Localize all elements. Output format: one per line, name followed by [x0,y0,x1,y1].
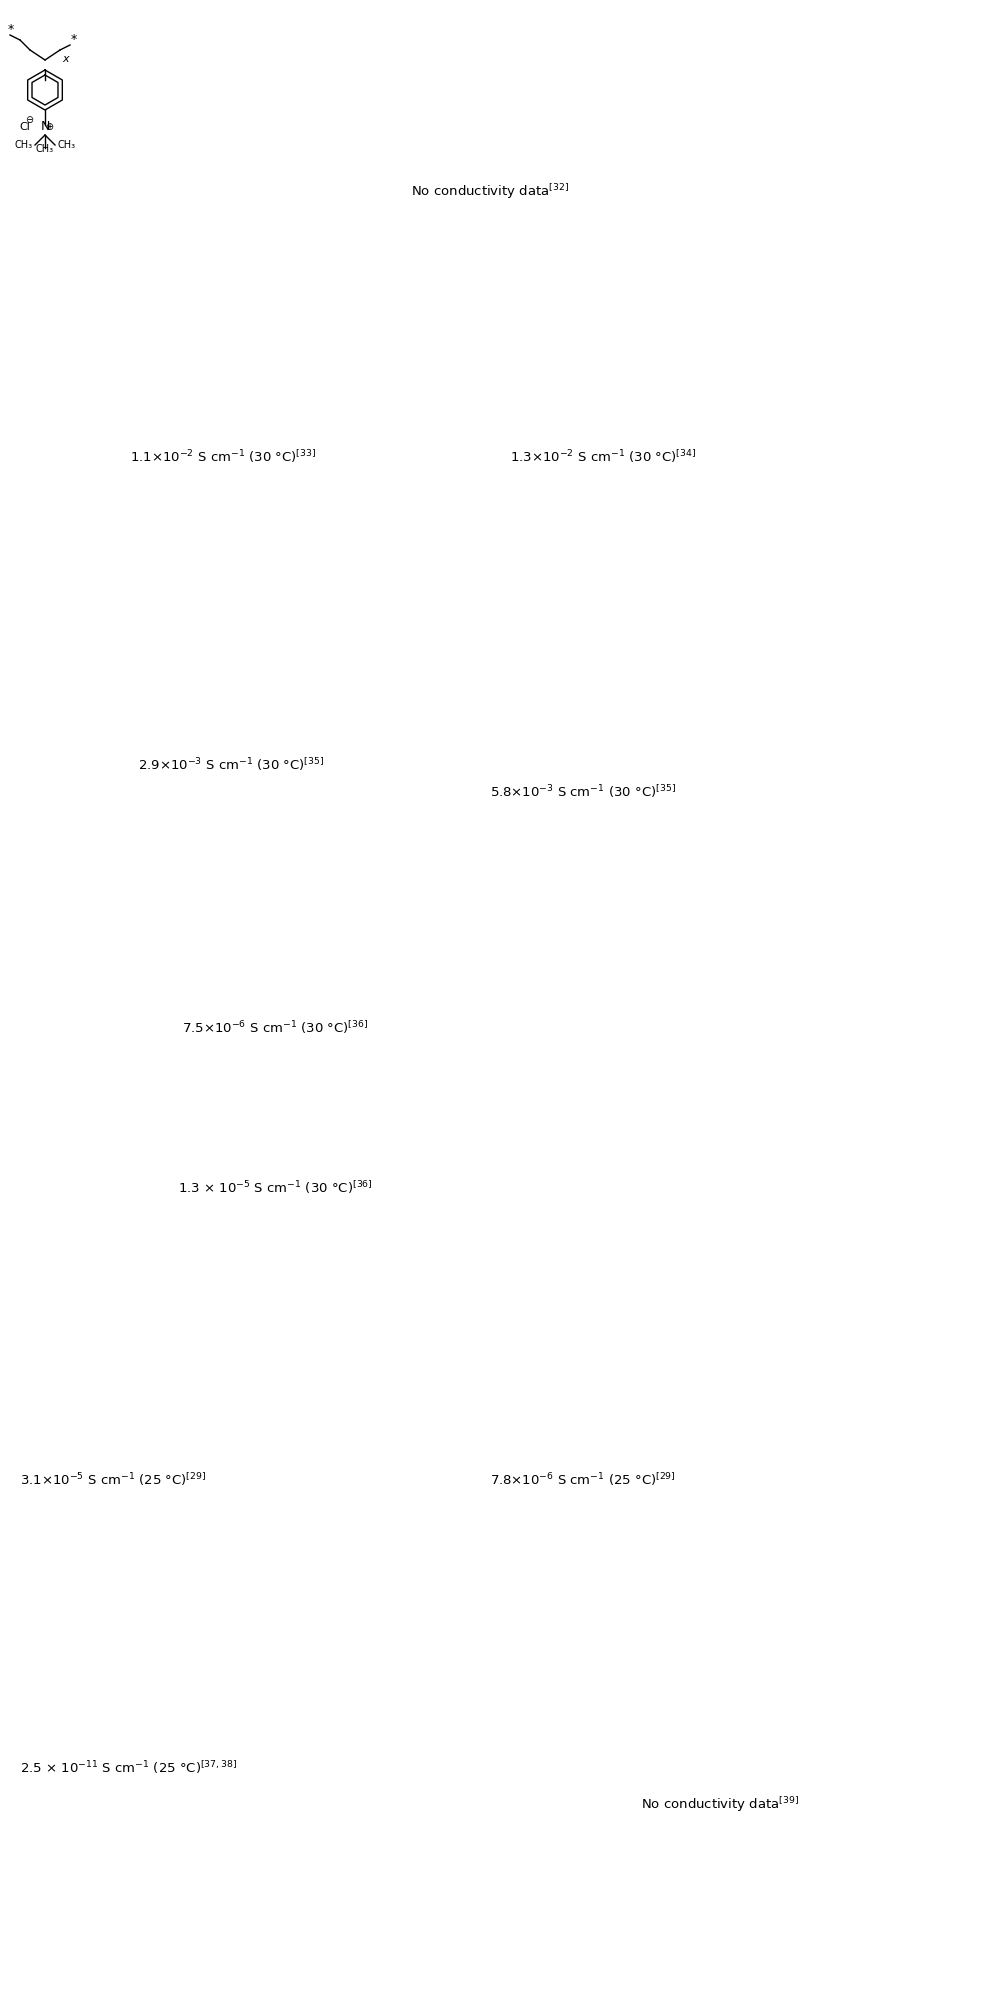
Text: ⊖: ⊖ [25,115,33,125]
Text: Cl: Cl [20,123,30,133]
Text: *: * [71,32,78,46]
Text: 1.3 × 10$^{-5}$ S cm$^{-1}$ (30 °C)$^{[36]}$: 1.3 × 10$^{-5}$ S cm$^{-1}$ (30 °C)$^{[3… [178,1180,373,1196]
Text: x: x [62,54,69,64]
Text: 2.5 × 10$^{-11}$ S cm$^{-1}$ (25 °C)$^{[37, 38]}$: 2.5 × 10$^{-11}$ S cm$^{-1}$ (25 °C)$^{[… [20,1759,237,1777]
Text: 2.9×10$^{-3}$ S cm$^{-1}$ (30 °C)$^{[35]}$: 2.9×10$^{-3}$ S cm$^{-1}$ (30 °C)$^{[35]… [138,756,324,774]
Text: No conductivity data$^{[39]}$: No conductivity data$^{[39]}$ [641,1795,799,1815]
Text: 7.8×10$^{-6}$ S cm$^{-1}$ (25 °C)$^{[29]}$: 7.8×10$^{-6}$ S cm$^{-1}$ (25 °C)$^{[29]… [490,1471,675,1489]
Text: CH₃: CH₃ [57,141,75,151]
Text: CH₃: CH₃ [15,141,33,151]
Text: CH₃: CH₃ [36,145,54,155]
Text: *: * [8,22,14,36]
Text: 3.1×10$^{-5}$ S cm$^{-1}$ (25 °C)$^{[29]}$: 3.1×10$^{-5}$ S cm$^{-1}$ (25 °C)$^{[29]… [20,1471,206,1489]
Text: No conductivity data$^{[32]}$: No conductivity data$^{[32]}$ [411,183,569,201]
Text: ⊕: ⊕ [45,123,53,133]
Text: N: N [40,121,50,133]
Text: 7.5×10$^{-6}$ S cm$^{-1}$ (30 °C)$^{[36]}$: 7.5×10$^{-6}$ S cm$^{-1}$ (30 °C)$^{[36]… [182,1019,369,1037]
Text: 5.8×10$^{-3}$ S cm$^{-1}$ (30 °C)$^{[35]}$: 5.8×10$^{-3}$ S cm$^{-1}$ (30 °C)$^{[35]… [490,784,676,800]
Text: 1.1×10$^{-2}$ S cm$^{-1}$ (30 °C)$^{[33]}$: 1.1×10$^{-2}$ S cm$^{-1}$ (30 °C)$^{[33]… [130,448,317,466]
Text: 1.3×10$^{-2}$ S cm$^{-1}$ (30 °C)$^{[34]}$: 1.3×10$^{-2}$ S cm$^{-1}$ (30 °C)$^{[34]… [510,448,696,466]
